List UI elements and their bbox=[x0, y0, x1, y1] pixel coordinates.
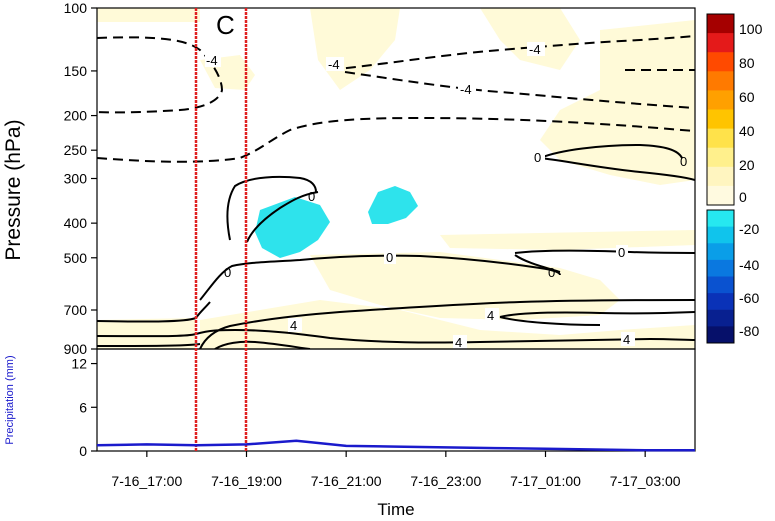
contour-label: 0 bbox=[386, 250, 393, 265]
pressure-tick-label: 100 bbox=[64, 0, 88, 16]
colorbar-tick-label: 0 bbox=[739, 189, 747, 205]
pressure-axis: 100 150 200 250 300 400 500 700 900 bbox=[64, 0, 97, 357]
time-axis-label: Time bbox=[377, 500, 414, 519]
time-tick-label: 7-16_23:00 bbox=[410, 473, 481, 489]
colorbar-tick-label: 80 bbox=[739, 55, 755, 71]
colorbar-swatch bbox=[707, 14, 734, 34]
contour-label: -4 bbox=[529, 42, 541, 57]
colorbar-frame bbox=[706, 209, 735, 344]
colorbar-swatch bbox=[707, 109, 734, 129]
pressure-tick-label: 200 bbox=[64, 108, 88, 124]
contour-label: 4 bbox=[290, 318, 297, 333]
contour-labels: -4 -4 -4 -4 0 0 0 0 0 0 0 4 4 4 4 bbox=[205, 42, 687, 350]
colorbar: 100 80 60 40 20 0 -20 -40 -60 -80 bbox=[706, 13, 763, 344]
time-tick-label: 7-16_21:00 bbox=[311, 473, 382, 489]
contour-label: 0 bbox=[308, 189, 315, 204]
colorbar-tick-label: -60 bbox=[739, 290, 759, 306]
colorbar-swatch bbox=[707, 309, 734, 327]
colorbar-swatch bbox=[707, 147, 734, 168]
pressure-tick-label: 300 bbox=[64, 171, 88, 187]
pressure-tick-label: 250 bbox=[64, 142, 88, 158]
precipitation-series-line bbox=[96, 439, 695, 452]
pressure-tick-label: 500 bbox=[64, 250, 88, 266]
colorbar-tick-label: 20 bbox=[739, 157, 755, 173]
colorbar-swatch bbox=[707, 326, 734, 344]
pressure-tick-label: 900 bbox=[64, 341, 88, 357]
colorbar-tick-label: -80 bbox=[739, 323, 759, 339]
time-tick-label: 7-16_17:00 bbox=[111, 473, 182, 489]
time-axis: 7-16_17:00 7-16_19:00 7-16_21:00 7-16_23:00… bbox=[111, 451, 681, 489]
precip-axis-label: Precipitation (mm) bbox=[4, 355, 16, 444]
contour-label: 0 bbox=[680, 154, 687, 169]
pressure-tick-label: 400 bbox=[64, 215, 88, 231]
colorbar-swatch bbox=[707, 166, 734, 187]
colorbar-tick-label: -40 bbox=[739, 257, 759, 273]
contour-label: 0 bbox=[224, 265, 231, 280]
pressure-axis-label: Pressure (hPa) bbox=[2, 119, 25, 260]
colorbar-swatch bbox=[707, 52, 734, 72]
colorbar-swatch bbox=[707, 71, 734, 91]
colorbar-tick-label: 60 bbox=[739, 89, 755, 105]
time-tick-label: 7-17_03:00 bbox=[610, 473, 681, 489]
precip-tick-label: 6 bbox=[79, 399, 87, 415]
contour-label: -4 bbox=[328, 57, 340, 72]
time-tick-label: 7-17_01:00 bbox=[510, 473, 581, 489]
colorbar-swatch bbox=[707, 90, 734, 110]
contour-label: 0 bbox=[618, 245, 625, 260]
colorbar-swatch bbox=[707, 259, 734, 277]
contour-label: 4 bbox=[623, 332, 630, 347]
colorbar-tick-label: 100 bbox=[739, 21, 763, 37]
contour-label: 4 bbox=[455, 335, 462, 350]
contour-label: 0 bbox=[548, 265, 555, 280]
contour-label: -4 bbox=[206, 53, 218, 68]
colorbar-swatch bbox=[707, 33, 734, 53]
pressure-tick-label: 150 bbox=[64, 63, 88, 79]
precip-axis: 0 6 12 bbox=[71, 356, 97, 459]
colorbar-swatch bbox=[707, 185, 734, 206]
colorbar-tick-label: 40 bbox=[739, 123, 755, 139]
colorbar-frame bbox=[706, 13, 735, 206]
pressure-tick-label: 700 bbox=[64, 302, 88, 318]
time-tick-label: 7-16_19:00 bbox=[211, 473, 282, 489]
colorbar-tick-label: -20 bbox=[739, 221, 759, 237]
lower-panel-frame bbox=[96, 348, 696, 452]
colorbar-swatch bbox=[707, 210, 734, 228]
contour-label: -4 bbox=[460, 82, 472, 97]
contour-label: 0 bbox=[534, 150, 541, 165]
panel-label: C bbox=[216, 10, 235, 40]
precip-tick-label: 12 bbox=[71, 356, 87, 372]
colorbar-swatch bbox=[707, 226, 734, 244]
contour-label: 4 bbox=[487, 308, 494, 323]
heatmap-field bbox=[97, 8, 695, 349]
colorbar-swatch bbox=[707, 276, 734, 294]
precip-tick-label: 0 bbox=[79, 443, 87, 459]
colorbar-swatch bbox=[707, 293, 734, 311]
colorbar-swatch bbox=[707, 128, 734, 149]
colorbar-swatch bbox=[707, 243, 734, 261]
